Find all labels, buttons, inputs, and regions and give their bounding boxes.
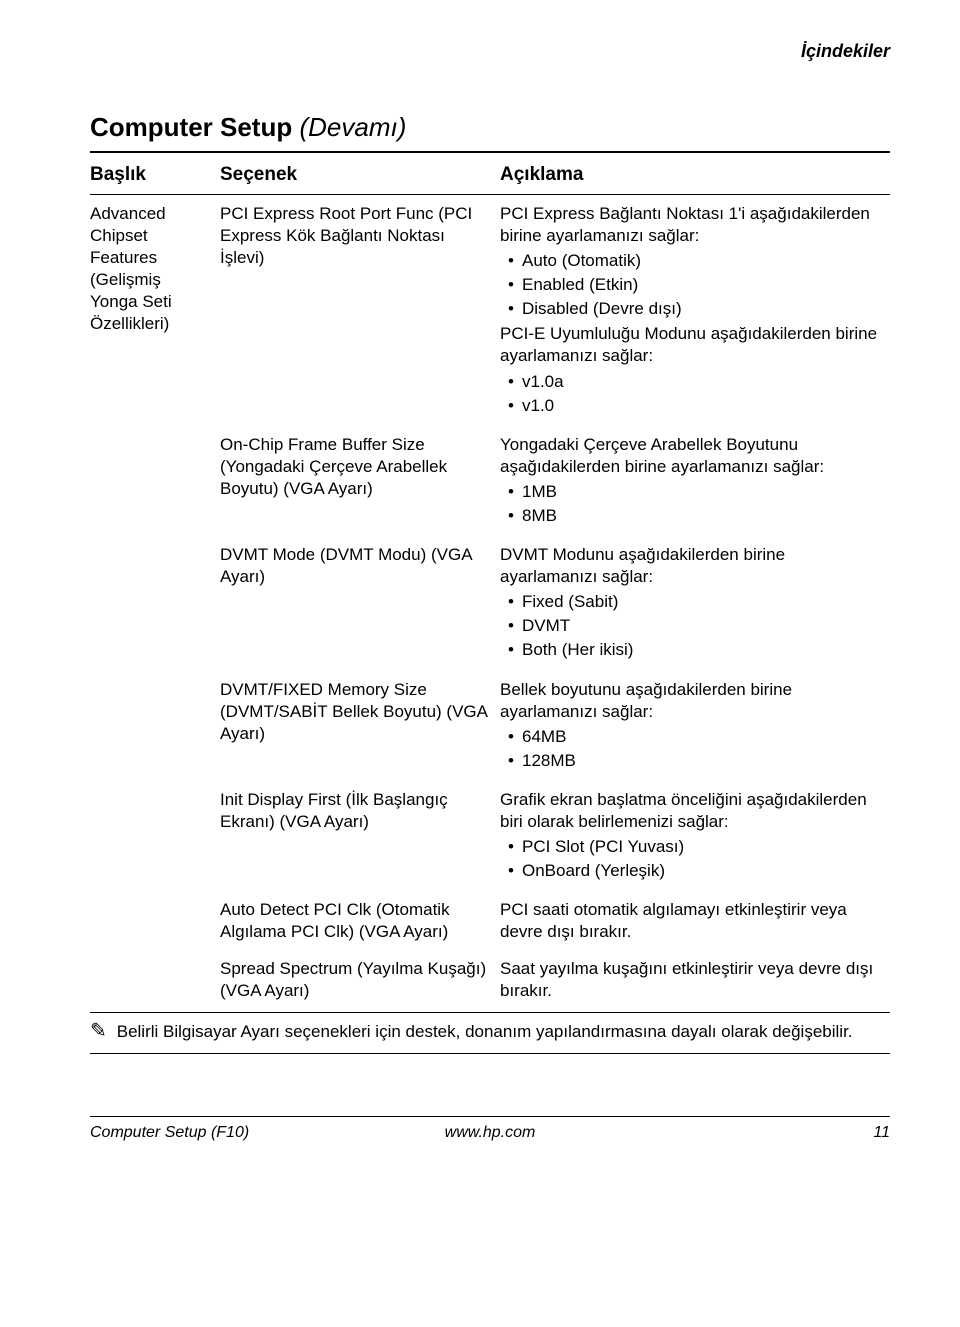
list-item: Enabled (Etkin) [522, 273, 880, 297]
divider [90, 194, 890, 195]
section-line: Advanced [90, 203, 210, 225]
option-cell: DVMT/FIXED Memory Size (DVMT/SABİT Belle… [220, 673, 500, 783]
page-footer: Computer Setup (F10) www.hp.com 11 [90, 1116, 890, 1144]
title-main: Computer Setup [90, 112, 292, 142]
section-cell: Advanced Chipset Features (Gelişmiş Yong… [90, 197, 220, 1010]
list-item: DVMT [522, 614, 880, 638]
desc-cell: DVMT Modunu aşağıdakilerden birine ayarl… [500, 538, 890, 672]
list-item: OnBoard (Yerleşik) [522, 859, 880, 883]
title-continued: (Devamı) [299, 112, 406, 142]
desc-text: DVMT Modunu aşağıdakilerden birine ayarl… [500, 544, 880, 588]
desc-text: PCI saati otomatik algılamayı etkinleşti… [500, 899, 880, 943]
desc-text: Yongadaki Çerçeve Arabellek Boyutunu aşa… [500, 434, 880, 478]
list-item: 8MB [522, 504, 880, 528]
desc-cell: Yongadaki Çerçeve Arabellek Boyutunu aşa… [500, 428, 890, 538]
section-line: Yonga Seti [90, 291, 210, 313]
desc-cell: Bellek boyutunu aşağıdakilerden birine a… [500, 673, 890, 783]
desc-text: Grafik ekran başlatma önceliğini aşağıda… [500, 789, 880, 833]
list-item: Auto (Otomatik) [522, 249, 880, 273]
divider [90, 1012, 890, 1013]
setup-table: Başlık Seçenek Açıklama Advanced Chipset… [90, 159, 890, 1056]
section-line: (Gelişmiş [90, 269, 210, 291]
desc-cell: PCI Express Bağlantı Noktası 1'i aşağıda… [500, 197, 890, 428]
section-line: Features [90, 247, 210, 269]
breadcrumb: İçindekiler [90, 40, 890, 63]
option-cell: Init Display First (İlk Başlangıç Ekranı… [220, 783, 500, 893]
desc-text: Saat yayılma kuşağını etkinleştirir veya… [500, 958, 880, 1002]
desc-text: Bellek boyutunu aşağıdakilerden birine a… [500, 679, 880, 723]
section-line: Özellikleri) [90, 313, 210, 335]
option-cell: On-Chip Frame Buffer Size (Yongadaki Çer… [220, 428, 500, 538]
section-line: Chipset [90, 225, 210, 247]
header-col2: Seçenek [220, 159, 500, 192]
header-col3: Açıklama [500, 159, 890, 192]
option-cell: DVMT Mode (DVMT Modu) (VGA Ayarı) [220, 538, 500, 672]
desc-cell: Saat yayılma kuşağını etkinleştirir veya… [500, 952, 890, 1010]
desc-text: PCI Express Bağlantı Noktası 1'i aşağıda… [500, 203, 880, 247]
list-item: v1.0a [522, 370, 880, 394]
note-icon: ✎ [90, 1021, 112, 1041]
list-item: 128MB [522, 749, 880, 773]
header-col1: Başlık [90, 159, 220, 192]
list-item: PCI Slot (PCI Yuvası) [522, 835, 880, 859]
list-item: Fixed (Sabit) [522, 590, 880, 614]
option-cell: Spread Spectrum (Yayılma Kuşağı) (VGA Ay… [220, 952, 500, 1010]
option-cell: PCI Express Root Port Func (PCI Express … [220, 197, 500, 428]
list-item: 64MB [522, 725, 880, 749]
footer-left: Computer Setup (F10) [90, 1123, 357, 1144]
page-title: Computer Setup (Devamı) [90, 111, 890, 145]
footer-center: www.hp.com [357, 1123, 624, 1144]
option-cell: Auto Detect PCI Clk (Otomatik Algılama P… [220, 893, 500, 951]
footer-right: 11 [623, 1123, 890, 1144]
desc-text: PCI-E Uyumluluğu Modunu aşağıdakilerden … [500, 323, 880, 367]
table-row: Advanced Chipset Features (Gelişmiş Yong… [90, 197, 890, 428]
desc-cell: Grafik ekran başlatma önceliğini aşağıda… [500, 783, 890, 893]
divider [90, 151, 890, 153]
list-item: 1MB [522, 480, 880, 504]
list-item: Disabled (Devre dışı) [522, 297, 880, 321]
list-item: Both (Her ikisi) [522, 638, 880, 662]
divider [90, 1053, 890, 1054]
desc-cell: PCI saati otomatik algılamayı etkinleşti… [500, 893, 890, 951]
note-text: Belirli Bilgisayar Ayarı seçenekleri içi… [117, 1022, 853, 1041]
note-row: ✎ Belirli Bilgisayar Ayarı seçenekleri i… [90, 1015, 890, 1051]
list-item: v1.0 [522, 394, 880, 418]
